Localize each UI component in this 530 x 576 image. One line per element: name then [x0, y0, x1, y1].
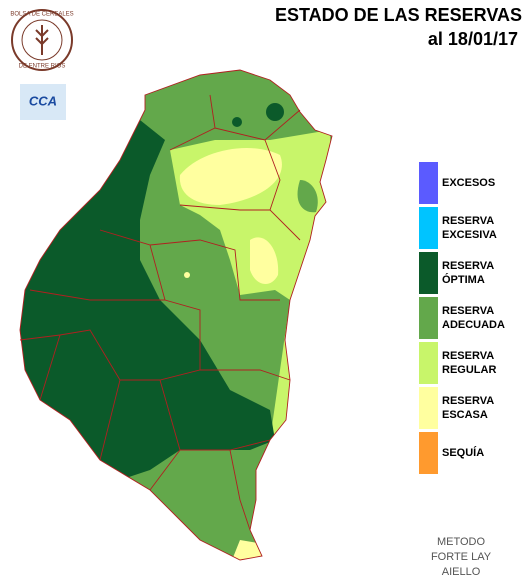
legend-label: EXCESOS [442, 177, 495, 189]
legend-swatch [419, 432, 438, 474]
method-text: AIELLO [442, 566, 481, 576]
legend-label: ÓPTIMA [442, 273, 485, 286]
logo-ring-bottom: DE ENTRE RIOS [19, 64, 66, 70]
map [20, 70, 332, 560]
department-borders [19, 69, 333, 561]
legend-label: RESERVA [442, 305, 494, 317]
legend-label: RESERVA [442, 395, 494, 407]
logo-ring-top: BOLSA DE CEREALES [10, 12, 73, 18]
method: METODO FORTE LAY AIELLO [431, 536, 492, 576]
legend-label: REGULAR [442, 364, 496, 376]
legend-swatch [419, 252, 438, 294]
legend-swatch [419, 387, 438, 429]
legend-swatch [419, 162, 438, 204]
legend-label: SEQUÍA [442, 446, 484, 459]
legend: EXCESOSRESERVAEXCESIVARESERVAÓPTIMARESER… [419, 162, 505, 474]
legend-label: RESERVA [442, 260, 494, 272]
legend-label: RESERVA [442, 350, 494, 362]
date: al 18/01/17 [428, 29, 518, 49]
legend-label: ESCASA [442, 409, 488, 421]
legend-swatch [419, 207, 438, 249]
method-text: METODO [437, 536, 486, 548]
logo-badge: CCA [29, 93, 57, 108]
legend-label: EXCESIVA [442, 229, 497, 241]
legend-swatch [419, 342, 438, 384]
legend-label: ADECUADA [442, 319, 505, 331]
legend-swatch [419, 297, 438, 339]
method-text: FORTE LAY [431, 551, 492, 563]
legend-label: RESERVA [442, 215, 494, 227]
logo: BOLSA DE CEREALES DE ENTRE RIOS CCA [10, 9, 74, 120]
title: ESTADO DE LAS RESERVAS [275, 5, 522, 25]
